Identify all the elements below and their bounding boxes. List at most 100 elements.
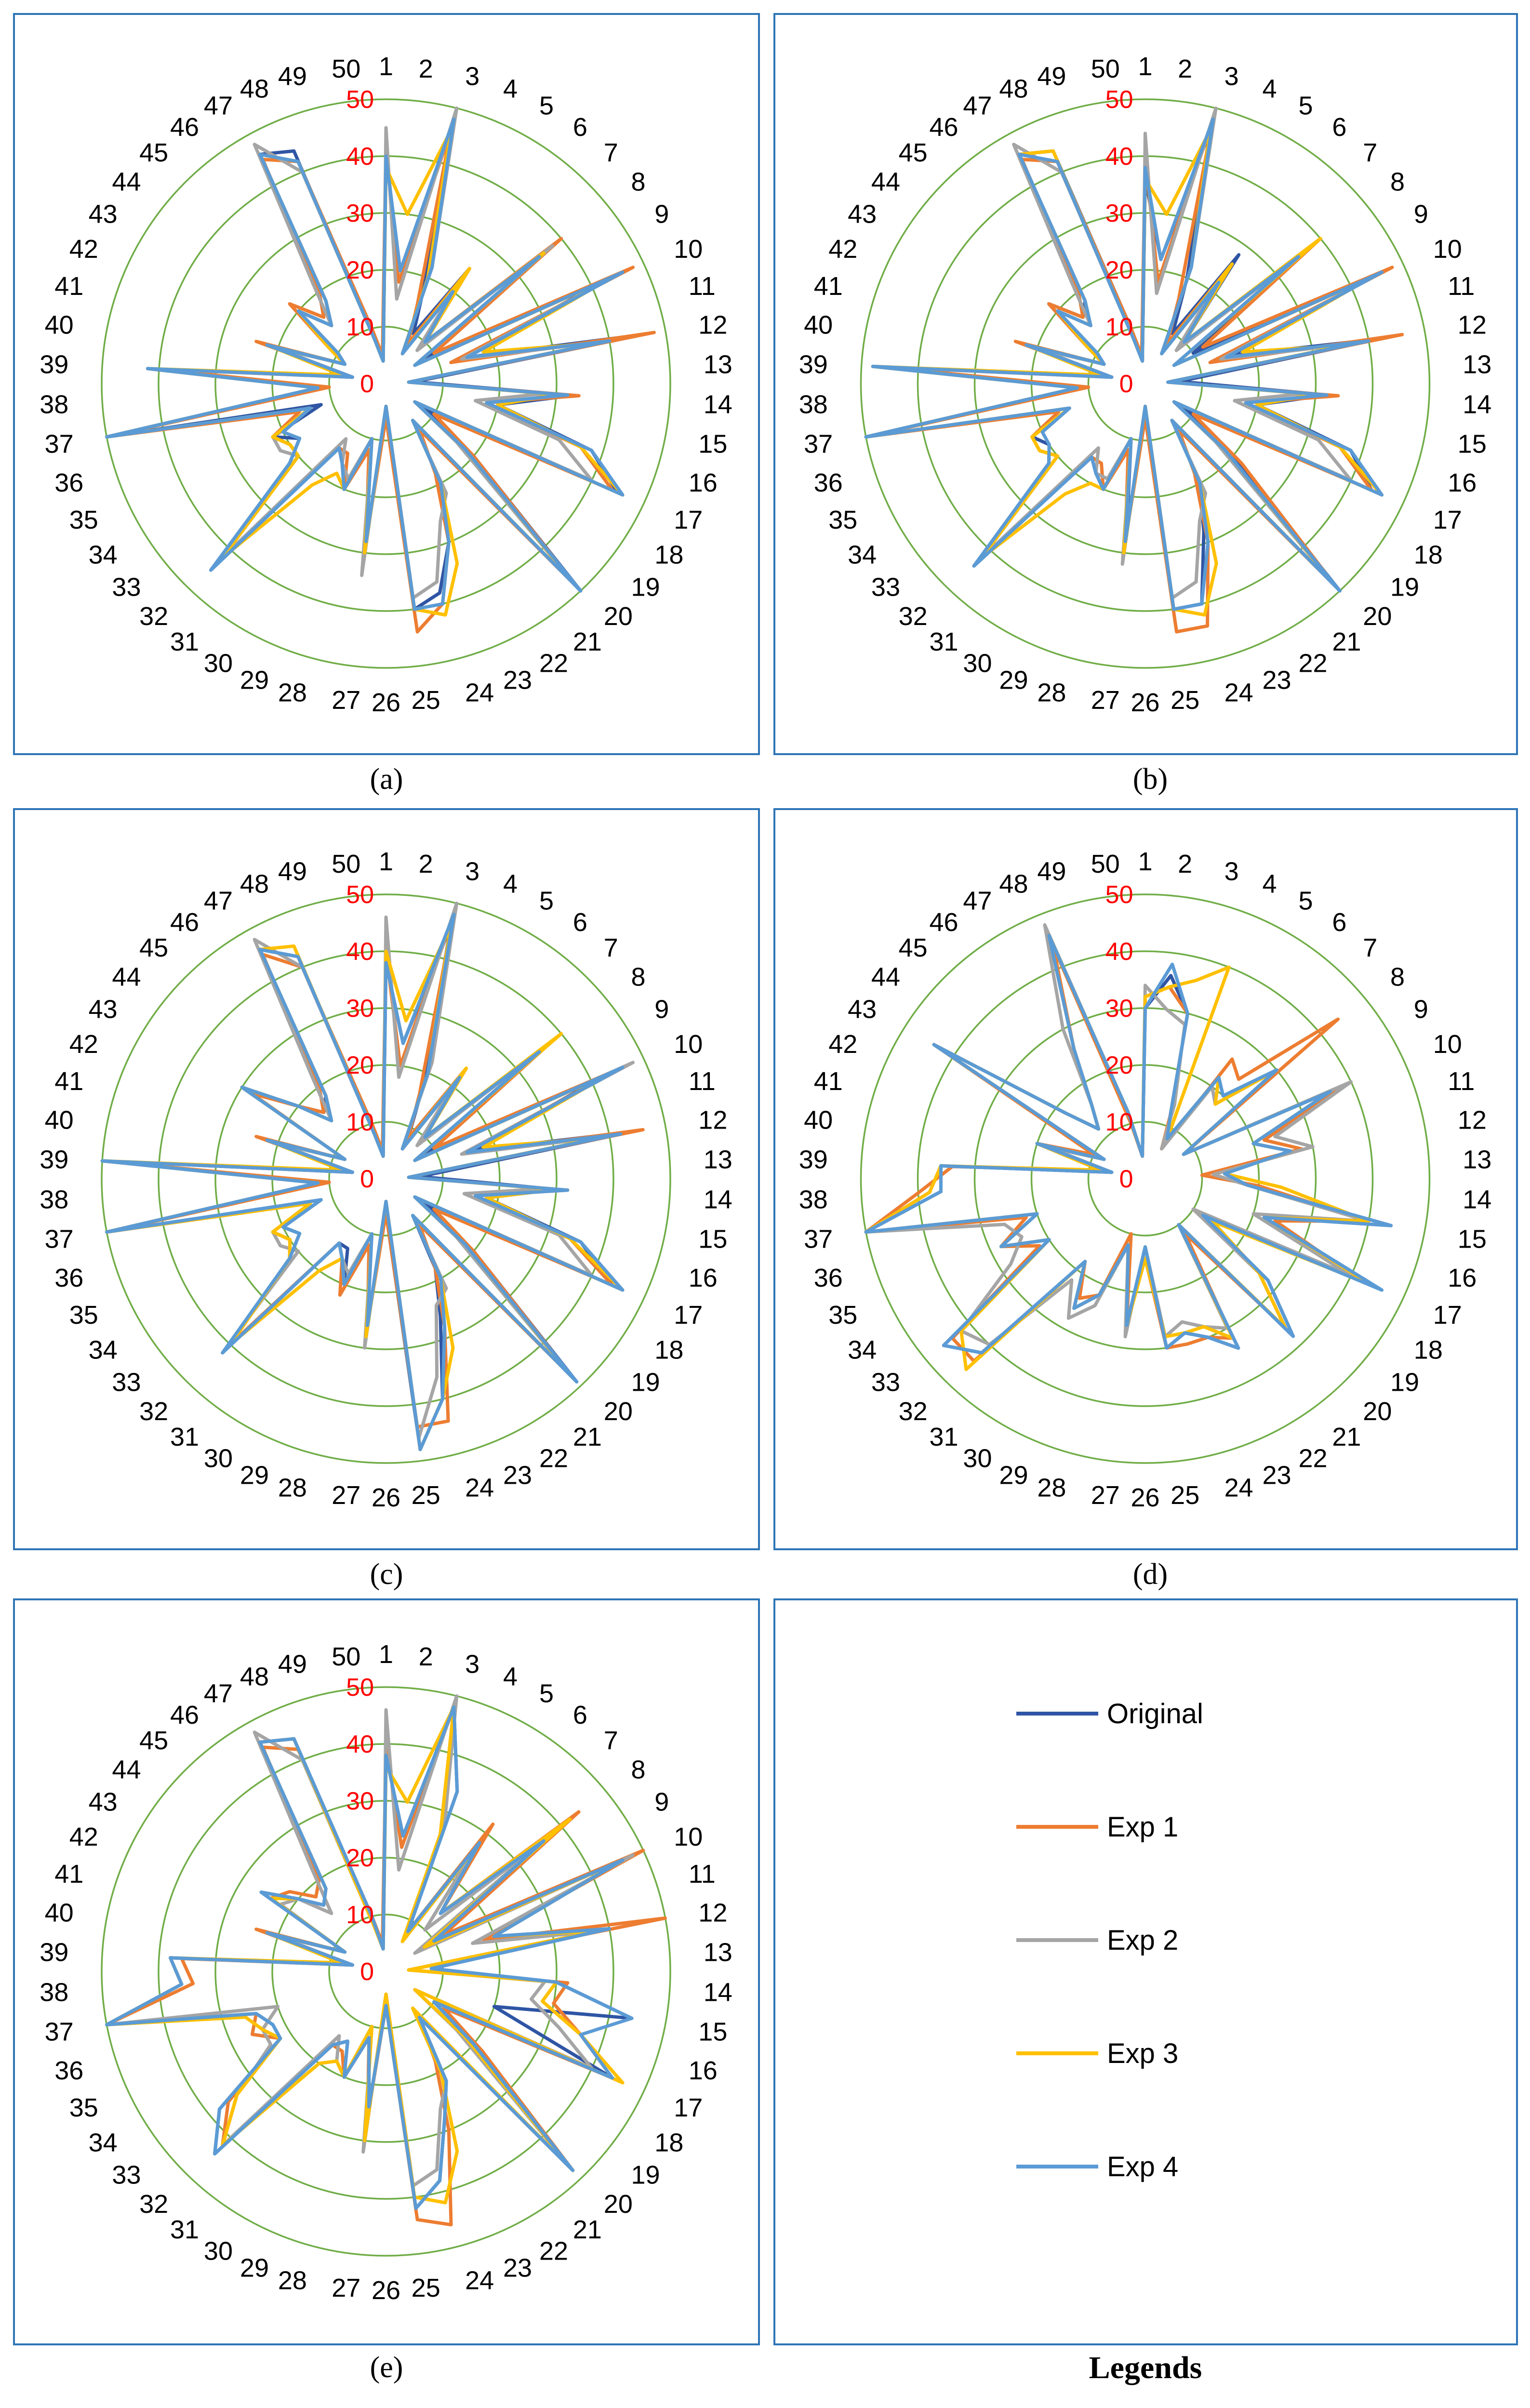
category-label: 10 (1433, 235, 1462, 264)
category-label: 33 (112, 2161, 141, 2190)
category-label: 45 (139, 1726, 168, 1755)
category-label: 44 (871, 962, 900, 991)
category-label: 14 (1463, 390, 1491, 419)
legend-swatch-exp4 (1016, 2165, 1098, 2169)
legend-label-original: Original (1107, 1698, 1203, 1730)
category-label: 12 (1458, 310, 1487, 339)
category-label: 9 (654, 995, 669, 1024)
category-label: 2 (1178, 54, 1192, 83)
category-label: 8 (631, 962, 646, 991)
category-label: 4 (503, 869, 518, 898)
series-exp-1 (105, 128, 656, 634)
category-label: 22 (1299, 649, 1328, 678)
radial-tick-label: 30 (1105, 995, 1133, 1023)
category-label: 43 (848, 995, 877, 1024)
category-label: 43 (848, 200, 877, 228)
category-label: 6 (573, 1701, 587, 1730)
category-label: 3 (465, 1650, 479, 1679)
legend-item-exp1: Exp 1 (1016, 1808, 1178, 1846)
category-label: 9 (1414, 200, 1428, 228)
category-label: 39 (40, 1145, 68, 1174)
category-label: 1 (379, 1640, 393, 1669)
category-label: 23 (1263, 666, 1291, 695)
category-label: 23 (503, 2254, 532, 2283)
category-label: 22 (1299, 1444, 1328, 1473)
legend-swatch-exp1 (1016, 1825, 1098, 1829)
category-label: 18 (654, 1336, 683, 1365)
category-label: 31 (170, 627, 199, 656)
category-label: 27 (332, 686, 360, 715)
category-label: 11 (1448, 1067, 1475, 1096)
category-label: 5 (539, 887, 554, 916)
category-label: 49 (1037, 857, 1066, 886)
radial-tick-label: 30 (346, 200, 374, 227)
category-label: 39 (799, 1145, 828, 1174)
category-label: 35 (828, 506, 857, 534)
radial-tick-label: 20 (1105, 1051, 1133, 1079)
radial-tick-label: 40 (346, 1730, 374, 1758)
category-label: 5 (539, 1679, 554, 1708)
category-label: 4 (1263, 74, 1277, 103)
grid-circle-50 (860, 98, 1431, 669)
category-label: 26 (372, 688, 400, 717)
category-label: 33 (871, 1368, 900, 1397)
category-label: 26 (372, 2276, 400, 2305)
category-label: 7 (604, 138, 618, 167)
category-label: 30 (204, 1444, 233, 1473)
category-label: 50 (332, 1642, 360, 1671)
category-label: 15 (698, 2018, 727, 2047)
category-label: 25 (412, 2274, 440, 2302)
category-label: 43 (89, 995, 118, 1024)
series-original (105, 117, 645, 611)
caption-b: (b) (1132, 763, 1168, 796)
radial-tick-label: 10 (346, 1901, 374, 1929)
category-label: 30 (963, 649, 992, 678)
category-label: 23 (1263, 1461, 1291, 1490)
category-label: 16 (689, 1264, 718, 1292)
category-label: 44 (871, 167, 900, 196)
caption-e: (e) (370, 2351, 403, 2384)
radial-tick-label: 40 (346, 143, 374, 171)
category-label: 17 (674, 506, 703, 534)
grid-circle-50 (101, 98, 671, 669)
category-label: 43 (89, 200, 118, 228)
series-exp-2 (105, 106, 619, 600)
category-label: 7 (604, 1726, 618, 1755)
category-label: 21 (1332, 627, 1361, 656)
category-label: 49 (278, 857, 307, 886)
category-label: 21 (573, 2215, 602, 2244)
category-label: 3 (1224, 857, 1239, 886)
category-label: 48 (240, 1662, 269, 1691)
category-label: 20 (1363, 602, 1392, 631)
category-label: 13 (1463, 1145, 1491, 1174)
radial-tick-label: 50 (346, 86, 374, 114)
legend-swatch-exp2 (1016, 1938, 1098, 1942)
category-label: 22 (539, 2236, 568, 2265)
chart-panel-a: 0 10 20 30 40 50 1 2 3 4 5 6 7 8 9 10 11 12 13 14 15 16 17 18 19… (13, 13, 760, 755)
category-label: 40 (45, 1105, 74, 1134)
radial-tick-label: 0 (1119, 370, 1133, 398)
category-label: 18 (654, 2129, 683, 2157)
category-label: 28 (278, 2266, 307, 2295)
category-label: 11 (1448, 272, 1475, 301)
radial-tick-label: 20 (346, 256, 374, 284)
category-label: 16 (689, 468, 718, 497)
category-label: 15 (1458, 430, 1487, 459)
category-label: 4 (503, 74, 518, 103)
category-label: 8 (631, 167, 646, 196)
category-label: 37 (45, 2018, 74, 2047)
radial-tick-label: 0 (1119, 1165, 1133, 1193)
category-label: 9 (1414, 995, 1428, 1024)
legend-panel: Original Exp 1 Exp 2 Exp 3 Exp 4 (773, 1598, 1518, 2345)
category-label: 48 (999, 869, 1028, 898)
legend-item-original: Original (1016, 1694, 1203, 1733)
category-label: 12 (698, 1105, 727, 1134)
category-label: 49 (1037, 62, 1066, 91)
category-label: 35 (69, 2093, 98, 2122)
legend-caption: Legends (1089, 2350, 1202, 2385)
category-label: 46 (930, 908, 958, 937)
category-label: 6 (1332, 908, 1346, 937)
category-label: 26 (1131, 1483, 1159, 1512)
category-label: 7 (604, 933, 618, 962)
